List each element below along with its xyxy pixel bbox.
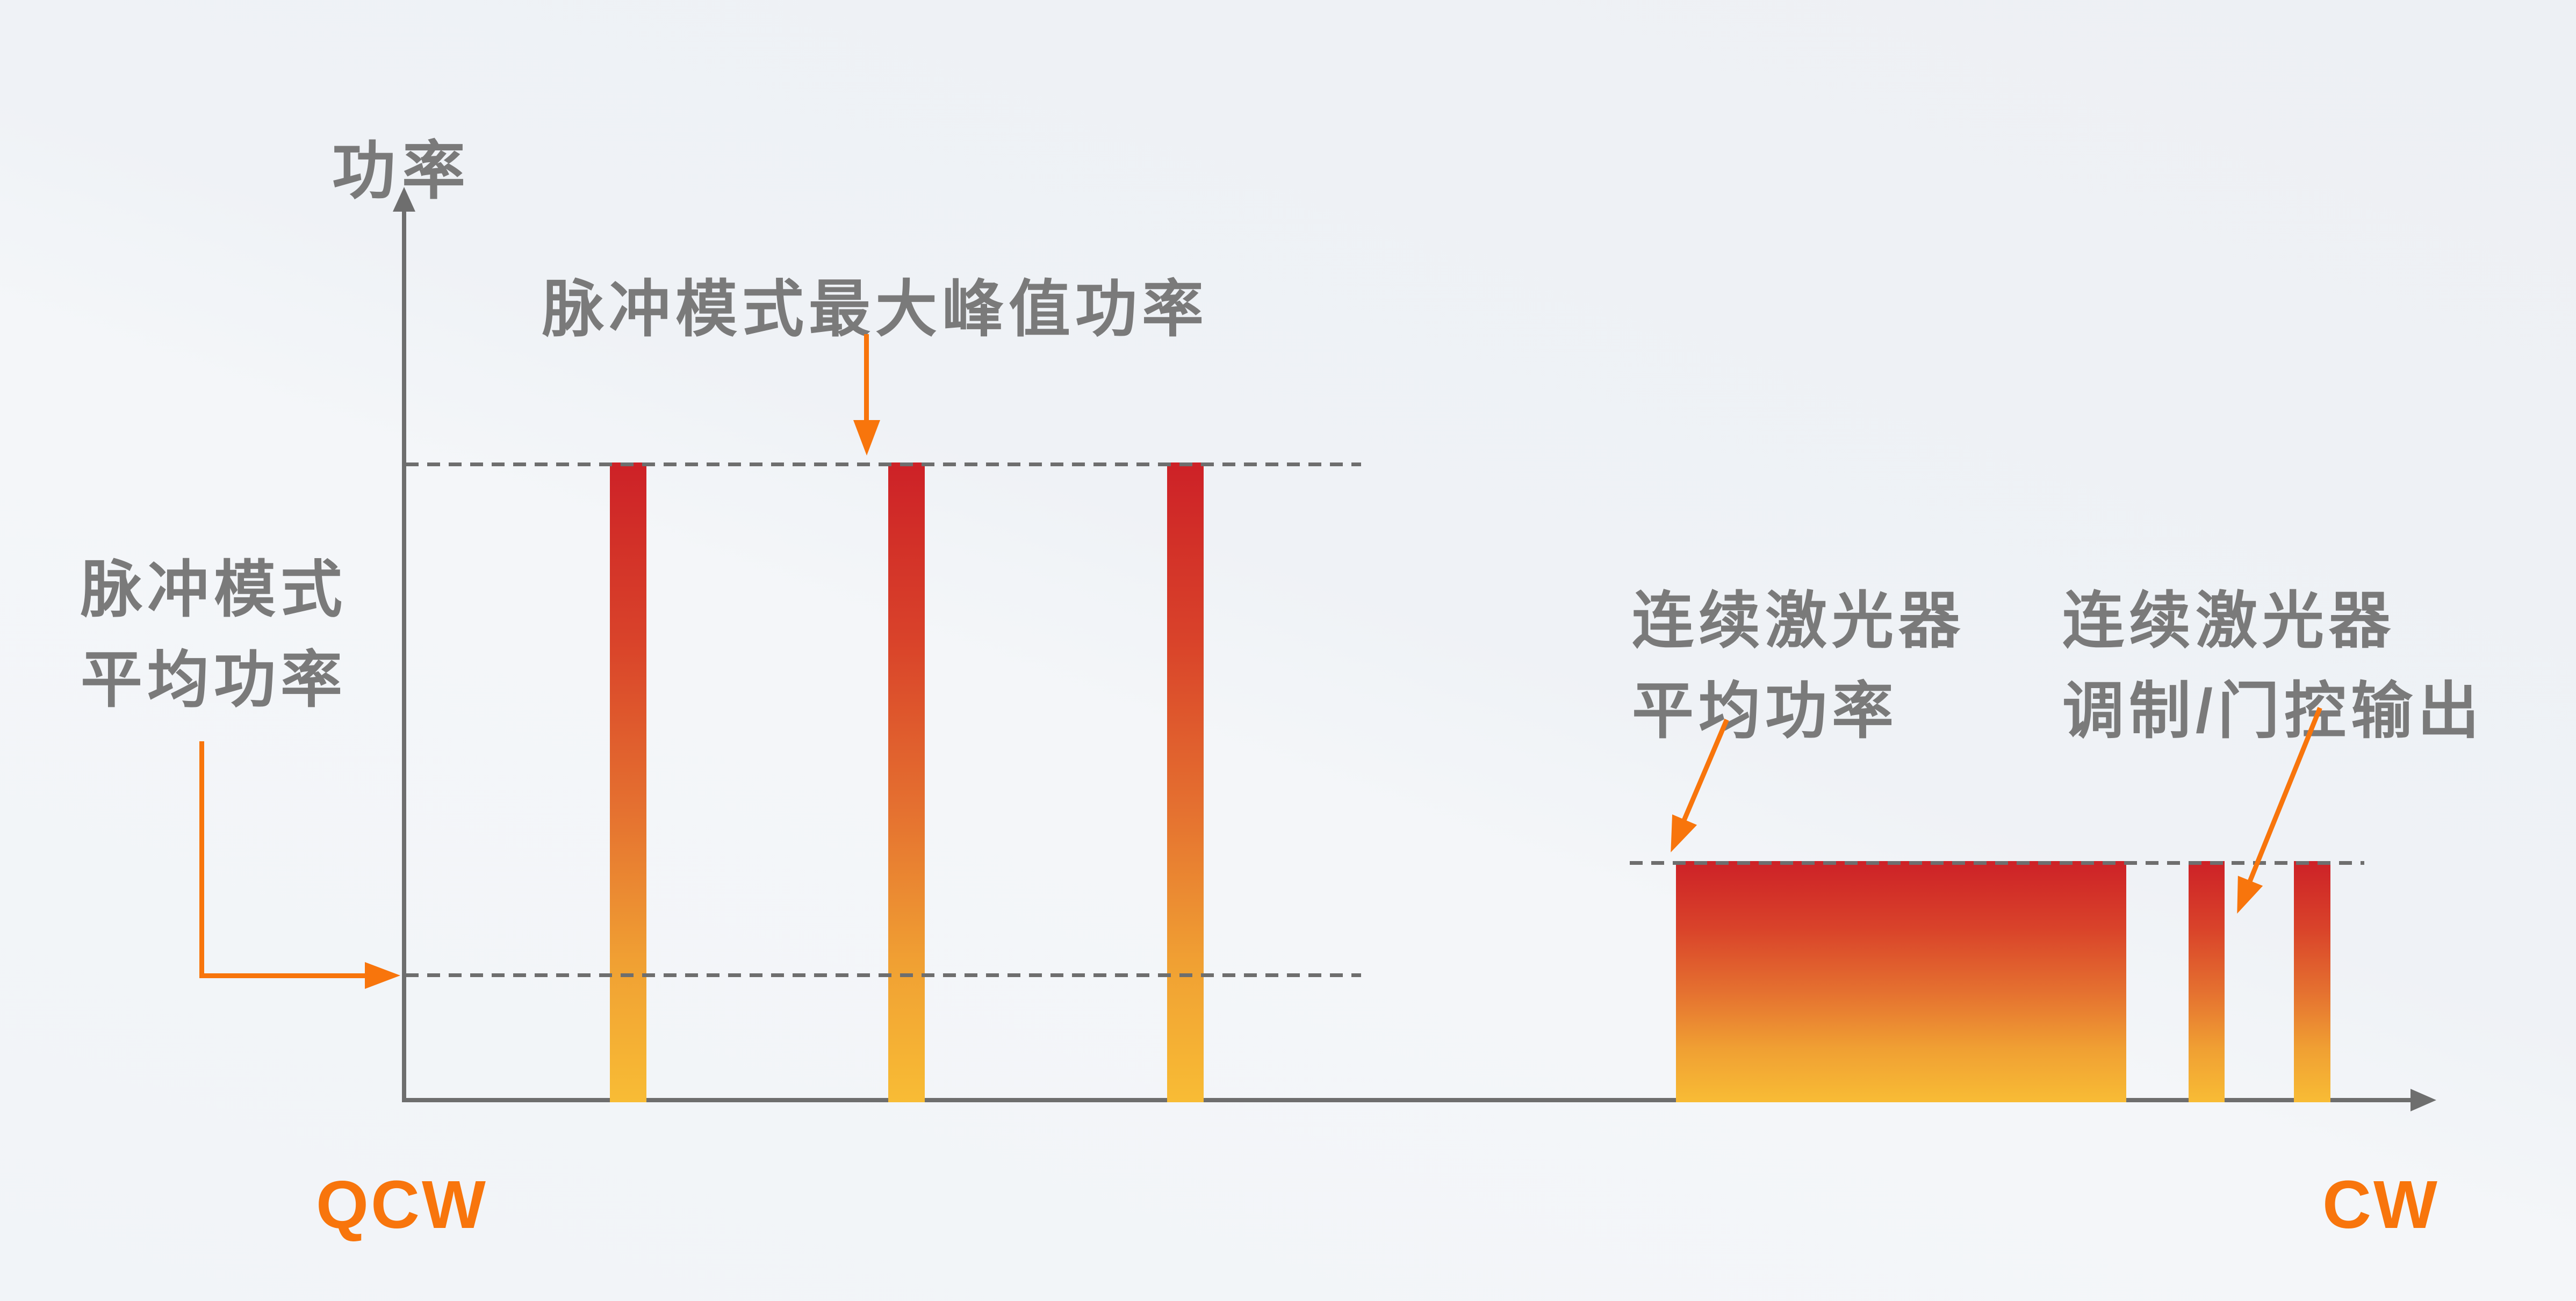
- peak-power-dashed-line: [406, 462, 1361, 466]
- qcw-label: QCW: [316, 1167, 488, 1242]
- cw-modulation-label: 连续激光器 调制/门控输出: [2062, 576, 2484, 756]
- arrowhead-icon: [365, 962, 400, 989]
- pulse-average-label-line1: 脉冲模式: [81, 555, 348, 624]
- x-axis-arrowhead-icon: [2410, 1089, 2436, 1111]
- cw-modulation-label-line2: 调制/门控输出: [2062, 677, 2484, 746]
- cw-label: CW: [2322, 1167, 2440, 1242]
- arrow-shaft: [199, 973, 367, 978]
- pulse-bar-1: [610, 462, 646, 1102]
- cw-average-label: 连续激光器 平均功率: [1632, 576, 1965, 756]
- arrow-shaft: [864, 334, 869, 423]
- cw-power-block: [1676, 861, 2126, 1102]
- pulse-bar-3: [1167, 462, 1204, 1102]
- peak-power-label: 脉冲模式最大峰值功率: [542, 275, 1209, 344]
- y-axis-arrowhead-icon: [393, 187, 415, 212]
- cw-average-label-line1: 连续激光器: [1632, 587, 1966, 655]
- pulse-average-label: 脉冲模式 平均功率: [81, 545, 347, 725]
- cw-average-dashed-line: [1630, 861, 2364, 865]
- x-axis-line: [402, 1098, 2412, 1102]
- cw-modulated-bar-2: [2294, 861, 2330, 1102]
- pulse-average-label-line2: 平均功率: [81, 646, 348, 714]
- pulse-bar-2: [888, 462, 925, 1102]
- arrowhead-icon: [853, 420, 880, 456]
- cw-modulated-bar-1: [2189, 861, 2225, 1102]
- cw-modulation-label-line1: 连续激光器: [2062, 587, 2396, 655]
- y-axis-line: [402, 209, 406, 1102]
- arrowhead-icon: [1658, 814, 1697, 858]
- cw-average-label-line2: 平均功率: [1632, 677, 1899, 746]
- pulse-average-elbow-arrow-vertical: [199, 741, 204, 978]
- arrowhead-icon: [2225, 876, 2263, 919]
- pulse-average-dashed-line: [406, 973, 1361, 977]
